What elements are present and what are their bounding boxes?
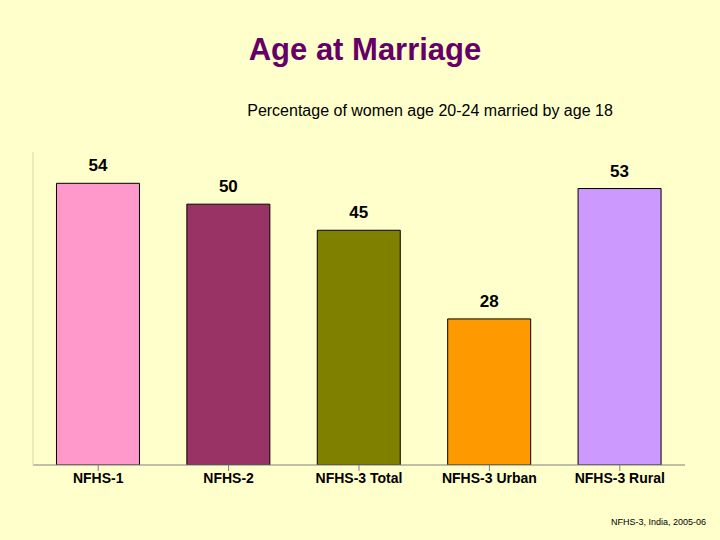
svg-text:NFHS-3 Rural: NFHS-3 Rural: [575, 470, 665, 486]
svg-text:45: 45: [349, 203, 368, 222]
svg-text:NFHS-2: NFHS-2: [203, 470, 254, 486]
svg-text:28: 28: [480, 292, 499, 311]
html-text:NFHS-3, India, 2005-06: NFHS-3, India, 2005-06: [610, 517, 706, 527]
html-text:Age at Marriage: Age at Marriage: [248, 32, 482, 67]
svg-text:54: 54: [89, 156, 108, 175]
svg-text:53: 53: [610, 162, 629, 181]
svg-text:NFHS-1: NFHS-1: [73, 470, 124, 486]
svg-text:NFHS-3 Urban: NFHS-3 Urban: [442, 470, 537, 486]
svg-text:50: 50: [219, 177, 238, 196]
svg-text:NFHS-3 Total: NFHS-3 Total: [316, 470, 403, 486]
html-text:Percentage of women age 20-24: Percentage of women age 20-24 married by…: [247, 102, 613, 119]
